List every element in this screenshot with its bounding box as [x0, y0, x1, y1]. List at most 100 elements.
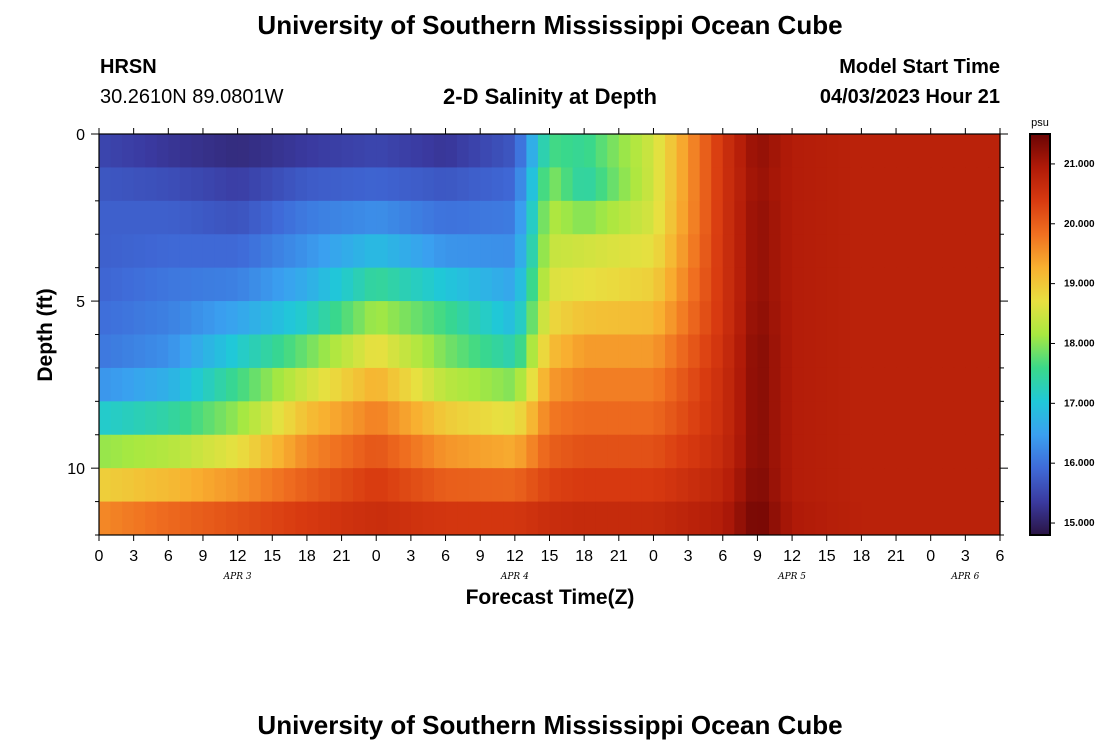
- heatmap-cell: [665, 334, 678, 369]
- heatmap-cell: [665, 468, 678, 502]
- heatmap-cell: [514, 200, 527, 235]
- heatmap-cell: [872, 501, 886, 536]
- heatmap-cell: [272, 167, 285, 202]
- heatmap-cell: [965, 134, 978, 168]
- heatmap-cell: [584, 200, 597, 235]
- heatmap-cell: [607, 367, 620, 402]
- x-tick-label: 0: [649, 548, 658, 565]
- heatmap-cell: [711, 267, 724, 302]
- heatmap-cell: [919, 267, 932, 302]
- heatmap-cell: [942, 367, 955, 402]
- heatmap-cell: [757, 367, 770, 402]
- heatmap-cell: [757, 401, 770, 436]
- heatmap-cell: [665, 401, 678, 436]
- heatmap-cell: [122, 367, 135, 402]
- heatmap-cell: [491, 234, 504, 269]
- heatmap-cell: [99, 334, 112, 369]
- heatmap-cell: [965, 301, 978, 335]
- colorbar: 15.000 16.000 17.000 18.000 19.000 20.000 21.0…: [1029, 133, 1095, 536]
- heatmap-cell: [260, 401, 273, 436]
- heatmap-cell: [584, 401, 597, 436]
- heatmap-cell: [353, 167, 366, 202]
- heatmap-cell: [572, 234, 585, 269]
- heatmap-cell: [376, 200, 389, 235]
- heatmap-cell: [295, 301, 308, 335]
- heatmap-cell: [514, 401, 527, 436]
- x-axis-label: Forecast Time(Z): [466, 586, 635, 609]
- heatmap-cell: [988, 501, 1001, 536]
- heatmap-cell: [572, 200, 585, 235]
- heatmap-cell: [572, 401, 585, 436]
- heatmap-cell: [826, 334, 839, 369]
- heatmap-cell: [665, 267, 678, 302]
- heatmap-cell: [306, 367, 320, 402]
- heatmap-cell: [745, 367, 759, 402]
- heatmap-cell: [676, 167, 689, 202]
- date-label: APR 6: [950, 572, 979, 582]
- heatmap-cell: [561, 301, 574, 335]
- heatmap-cell: [549, 167, 562, 202]
- heatmap-cell: [237, 434, 250, 469]
- heatmap-cell: [942, 267, 955, 302]
- heatmap-cell: [422, 468, 435, 502]
- heatmap-cell: [549, 434, 562, 469]
- heatmap-cell: [757, 134, 770, 168]
- heatmap-cell: [133, 301, 146, 335]
- heatmap-cell: [688, 334, 701, 369]
- heatmap-cell: [630, 401, 643, 436]
- x-tick-label: 3: [961, 548, 970, 565]
- heatmap-cell: [122, 468, 135, 502]
- heatmap-cell: [168, 200, 181, 235]
- heatmap-cell: [618, 200, 631, 235]
- heatmap-cell: [214, 301, 227, 335]
- heatmap-cell: [526, 267, 539, 302]
- heatmap-cell: [457, 234, 470, 269]
- heatmap-cell: [988, 434, 1001, 469]
- heatmap-cell: [480, 367, 493, 402]
- heatmap-cell: [838, 267, 851, 302]
- heatmap-cell: [907, 267, 920, 302]
- colorbar-tick-label: 21.000: [1064, 159, 1095, 170]
- heatmap-cell: [780, 434, 793, 469]
- heatmap-cell: [110, 267, 123, 302]
- heatmap-cell: [249, 401, 262, 436]
- heatmap-cell: [630, 200, 643, 235]
- heatmap-cell: [722, 334, 735, 369]
- x-tick-label: 0: [95, 548, 104, 565]
- heatmap-cell: [942, 468, 955, 502]
- heatmap-cell: [722, 134, 735, 168]
- heatmap-cell: [353, 367, 366, 402]
- heatmap-cell: [711, 501, 724, 536]
- heatmap-cell: [145, 234, 158, 269]
- heatmap-cell: [99, 167, 112, 202]
- heatmap-cell: [480, 134, 493, 168]
- heatmap-cell: [745, 301, 759, 335]
- heatmap-cell: [422, 501, 435, 536]
- heatmap-cell: [226, 167, 239, 202]
- heatmap-cell: [849, 167, 862, 202]
- heatmap-cell: [99, 200, 112, 235]
- heatmap-cell: [468, 301, 481, 335]
- heatmap-cell: [745, 134, 759, 168]
- x-tick-label: 6: [164, 548, 173, 565]
- heatmap-cell: [330, 334, 343, 369]
- heatmap-cell: [768, 200, 782, 235]
- heatmap-cell: [341, 434, 354, 469]
- heatmap-cell: [295, 367, 308, 402]
- heatmap-cell: [641, 200, 655, 235]
- heatmap-cell: [318, 434, 331, 469]
- heatmap-cell: [561, 501, 574, 536]
- heatmap-cell: [214, 434, 227, 469]
- heatmap-cell: [260, 200, 273, 235]
- heatmap-cell: [561, 367, 574, 402]
- heatmap-cell: [884, 501, 897, 536]
- heatmap-cell: [630, 501, 643, 536]
- heatmap-cell: [318, 200, 331, 235]
- heatmap-cell: [734, 501, 747, 536]
- heatmap-cell: [792, 234, 805, 269]
- heatmap-cell: [156, 334, 169, 369]
- heatmap-cell: [988, 167, 1001, 202]
- heatmap-cell: [988, 301, 1001, 335]
- heatmap-cell: [306, 401, 320, 436]
- heatmap-cell: [919, 234, 932, 269]
